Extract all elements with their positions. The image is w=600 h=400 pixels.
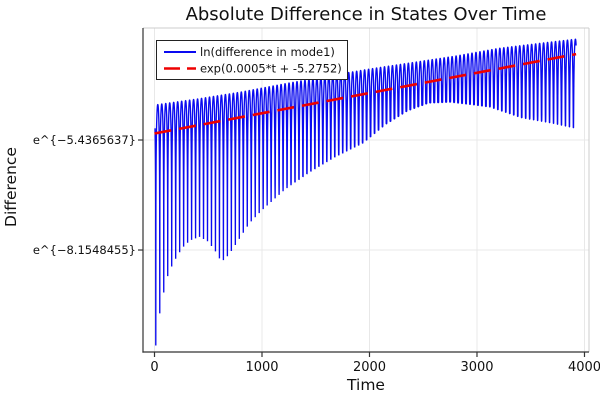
x-tick-label: 2000	[353, 360, 386, 375]
x-axis-label: Time	[346, 376, 385, 394]
x-tick-label: 3000	[460, 360, 493, 375]
legend-box	[156, 40, 348, 80]
plot-title: Absolute Difference in States Over Time	[186, 4, 547, 25]
axis-ticks: 0 1000 2000 3000 4000 e^{−5.4365637} e^{−8.154…	[33, 133, 600, 375]
x-tick-label: 0	[150, 360, 158, 375]
y-tick-label: e^{−5.4365637}	[33, 133, 136, 147]
series-line-exp-fit	[154, 52, 577, 135]
x-tick-label: 1000	[245, 360, 278, 375]
y-tick-label: e^{−8.1548455}	[33, 243, 136, 257]
data-series	[154, 38, 577, 346]
x-tick-label: 4000	[568, 360, 600, 375]
legend: ln(difference in mode1) exp(0.0005*t + -…	[156, 40, 348, 80]
legend-entry-1-label: ln(difference in mode1)	[200, 45, 335, 59]
series-line-difference	[154, 38, 577, 346]
y-axis-label: Difference	[2, 147, 20, 227]
legend-entry-2-label: exp(0.0005*t + -5.2752)	[200, 62, 342, 76]
plot-frame	[142, 27, 590, 353]
